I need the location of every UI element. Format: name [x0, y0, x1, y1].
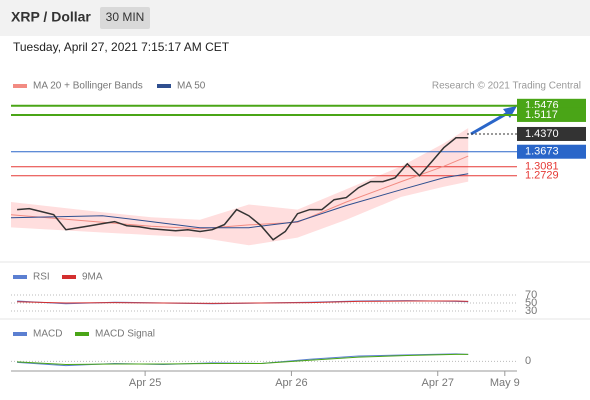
level-label: 1.5117 [525, 109, 558, 121]
level-label: 1.3081 [525, 161, 559, 173]
x-tick-label: Apr 26 [275, 377, 307, 389]
level-tag [517, 126, 586, 141]
legend-label: MA 20 + Bollinger Bands [33, 81, 143, 92]
y-tick-label: 50 [525, 297, 537, 309]
interval[interactable]: 30 MIN [106, 10, 145, 24]
indicator-line [17, 300, 469, 304]
title: XRP / Dollar [11, 9, 91, 25]
arrow-head [503, 106, 517, 118]
level-label: 1.3673 [525, 146, 559, 158]
level-label: 1.2729 [525, 170, 559, 182]
x-tick-label: Apr 27 [422, 377, 454, 389]
ma-line [10, 155, 469, 230]
bollinger-band [11, 128, 469, 246]
x-tick-label: May 9 [490, 377, 520, 389]
level-tag [517, 107, 586, 122]
y-tick-label: 70 [525, 289, 537, 301]
interval-button[interactable] [100, 7, 150, 29]
legend-swatch [75, 332, 89, 336]
ma-line [10, 173, 469, 229]
copyright: Research © 2021 Trading Central [432, 81, 581, 92]
legend-label: MA 50 [177, 81, 206, 92]
legend-swatch [13, 275, 27, 279]
legend-label: 9MA [82, 272, 103, 283]
legend-swatch [62, 275, 76, 279]
legend-swatch [157, 84, 171, 88]
y-tick-label: 30 [525, 305, 537, 317]
timestamp: Tuesday, April 27, 2021 7:15:17 AM CET [13, 40, 230, 54]
y-tick-label: 0 [525, 355, 531, 367]
level-label: 1.4370 [525, 128, 559, 140]
legend-swatch [13, 332, 27, 336]
price-line [17, 137, 469, 241]
level-tag [517, 144, 586, 159]
legend-swatch [13, 84, 27, 88]
legend-label: MACD [33, 329, 62, 340]
legend-label: RSI [33, 272, 50, 283]
indicator-line [17, 353, 469, 366]
header-bar [0, 0, 590, 36]
x-tick-label: Apr 25 [129, 377, 161, 389]
legend-label: MACD Signal [95, 329, 155, 340]
